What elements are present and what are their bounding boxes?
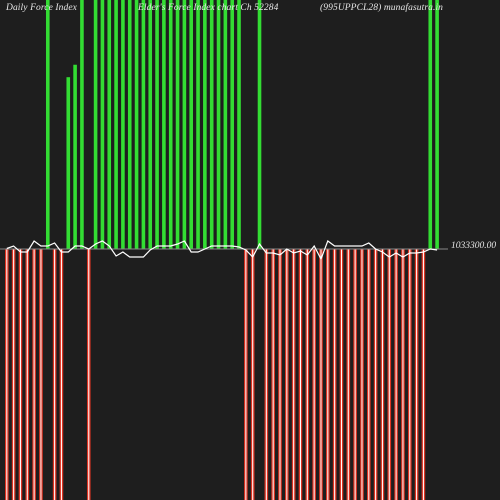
negative-force-bar-core [422, 249, 424, 500]
positive-force-bar [162, 0, 166, 249]
positive-force-bar [203, 0, 207, 249]
negative-force-bar-core [299, 249, 301, 500]
positive-force-bar [196, 0, 200, 249]
positive-force-bar [168, 0, 173, 249]
negative-force-bar-core [381, 249, 383, 500]
negative-force-bar-core [340, 249, 342, 500]
positive-force-bar [428, 0, 433, 249]
negative-force-bar-core [334, 249, 336, 500]
negative-force-bar-core [409, 249, 411, 500]
negative-force-bar-core [265, 249, 267, 500]
negative-force-bar-core [402, 249, 404, 500]
positive-force-bar [175, 0, 180, 249]
negative-force-bar-core [6, 249, 8, 500]
positive-force-bar [66, 77, 71, 249]
negative-force-bar-core [252, 249, 254, 500]
force-index-line [6, 240, 438, 261]
negative-force-bar-core [60, 249, 62, 500]
chart-header-middle: Elder's Force Index chart Ch 52284 [138, 3, 279, 13]
negative-force-bar-core [361, 249, 363, 500]
negative-force-bar-core [279, 249, 281, 500]
positive-force-bar [189, 0, 194, 249]
positive-force-bar [121, 0, 125, 249]
positive-force-bar [73, 64, 77, 250]
negative-force-bar-core [320, 249, 322, 500]
negative-force-bar-core [327, 249, 329, 500]
positive-force-bar [80, 0, 84, 249]
positive-force-bar [435, 0, 439, 249]
positive-force-bar [93, 0, 98, 249]
negative-force-bar-core [13, 249, 15, 500]
chart-header-left: Daily Force Index [6, 3, 77, 13]
chart-header-right: (995UPPCL28) munafasutra.in [320, 3, 444, 13]
positive-force-bar [216, 0, 221, 249]
positive-force-bar [257, 0, 262, 249]
positive-force-bar [100, 0, 105, 249]
positive-force-bar [45, 0, 50, 249]
negative-force-bar-core [388, 249, 390, 500]
negative-force-bar-core [19, 249, 21, 500]
positive-force-bar [182, 0, 187, 249]
positive-force-bar [237, 0, 241, 249]
negative-force-bar-core [26, 249, 28, 500]
positive-force-bar [141, 0, 146, 249]
negative-force-bar-core [416, 249, 418, 500]
positive-force-bar [230, 0, 234, 249]
positive-force-bar [223, 0, 228, 249]
positive-force-bar [134, 0, 139, 249]
negative-force-bar-core [40, 249, 42, 500]
negative-force-bar-core [354, 249, 356, 500]
negative-force-bar-core [313, 249, 315, 500]
positive-force-bar [209, 0, 214, 249]
negative-force-bar-core [286, 249, 288, 500]
negative-force-bar-core [306, 249, 308, 500]
positive-force-bar [114, 0, 118, 249]
negative-force-bar-core [33, 249, 35, 500]
positive-force-bar [155, 0, 159, 249]
negative-force-bar-core [88, 249, 90, 500]
negative-force-bar-core [395, 249, 397, 500]
negative-force-bar-core [54, 249, 56, 500]
positive-force-bar [127, 0, 132, 249]
baseline-value-label: 1033300.00 [451, 241, 497, 251]
negative-force-bar-core [293, 249, 295, 500]
positive-force-bar [148, 0, 153, 249]
negative-force-bar-core [272, 249, 274, 500]
positive-force-bar [107, 0, 112, 249]
negative-force-bar-core [375, 249, 377, 500]
negative-force-bar-core [245, 249, 247, 500]
negative-force-bar-core [368, 249, 370, 500]
negative-force-bar-core [347, 249, 349, 500]
